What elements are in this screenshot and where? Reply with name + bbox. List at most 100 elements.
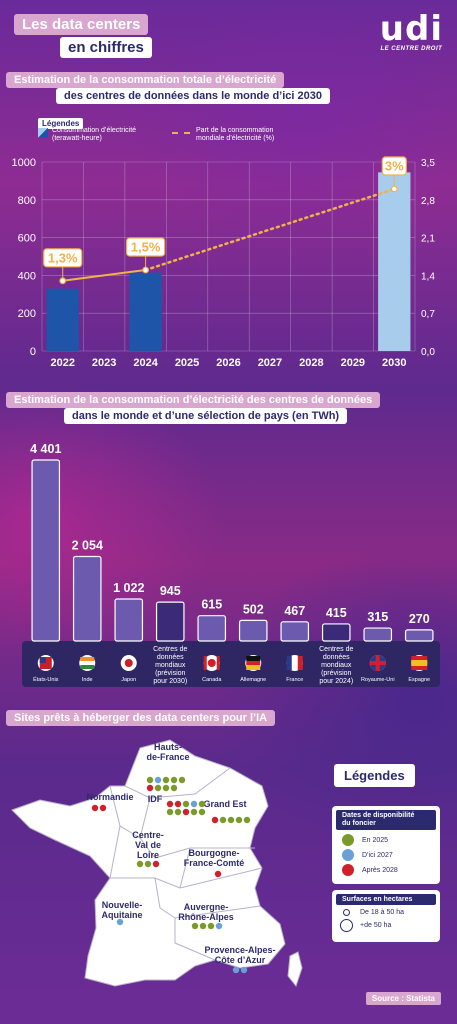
- es-flag-icon: [411, 655, 428, 671]
- country-label: Espagne: [408, 677, 430, 683]
- section1-title: Estimation de la consommation totale d’é…: [6, 70, 285, 88]
- share-point-2024: [142, 266, 150, 274]
- x-tick-label: 2027: [258, 357, 282, 369]
- country-label: Allemagne: [240, 677, 266, 683]
- category-label-line: données: [323, 654, 350, 661]
- date-legend-item: D’ici 2027: [342, 849, 430, 861]
- date-legend-item: En 2025: [342, 834, 430, 846]
- country-label: Royaume-Uni: [361, 677, 395, 683]
- site-dot: [170, 776, 178, 784]
- page-title: Les data centers: [14, 14, 149, 35]
- dates-title-line2: du foncier: [342, 820, 376, 827]
- country-label: France: [286, 677, 303, 683]
- category-label-line: Centres de: [153, 646, 187, 653]
- date-color-dot: [342, 849, 354, 861]
- share-callout-label: 1,3%: [48, 250, 78, 265]
- region-label: Centre-: [132, 830, 164, 840]
- bar-0: [31, 459, 61, 642]
- udi-logo: udi LE CENTRE DROIT: [380, 12, 443, 52]
- site-dot: [116, 918, 124, 926]
- share-line-solid: [62, 269, 146, 282]
- date-legend-item: Après 2028: [342, 864, 430, 876]
- y-tick-label: 400: [18, 270, 36, 282]
- chart1-legend-label: Légendes: [38, 118, 84, 129]
- y2-tick-label: 0,0: [421, 347, 435, 358]
- section2-title-line2: dans le monde et d’une sélection de pays…: [64, 408, 348, 424]
- y2-tick-label: 0,7: [421, 309, 435, 320]
- site-dot: [232, 966, 240, 974]
- page-title-line2-wrap: en chiffres: [60, 37, 152, 58]
- site-dot: [243, 816, 251, 824]
- chart1-legend: Légendes: [38, 113, 84, 131]
- site-dot: [198, 800, 206, 808]
- size-label-small: De 18 à 50 ha: [360, 909, 404, 916]
- bar-value-label: 315: [367, 610, 388, 624]
- chart1-svg: 1,3% 1,5% 3% 0 200 400 600 800 1000 0,0 0,7 1,4 2,1…: [12, 156, 435, 369]
- bar-2: [114, 598, 144, 642]
- share-point-2022: [59, 277, 67, 285]
- site-dot: [136, 860, 144, 868]
- source-note: Source : Statista: [365, 992, 441, 1005]
- site-dot: [182, 800, 190, 808]
- share-callout-box: [126, 237, 166, 257]
- legend-line-line1: Part de la consommation: [196, 127, 274, 134]
- chart2-svg: 4 401 États-Unis 2 054 Inde 1 022 Japon 945 Cen…: [30, 442, 434, 685]
- logo-subtitle: LE CENTRE DROIT: [380, 46, 443, 52]
- site-dot: [174, 800, 182, 808]
- country-label: Japon: [121, 677, 136, 683]
- x-tick-label: 2022: [50, 357, 74, 369]
- x-tick-label: 2028: [299, 357, 323, 369]
- site-dot: [152, 860, 160, 868]
- site-dot: [199, 922, 207, 930]
- corsica-shape: [287, 951, 303, 988]
- de-flag-black: [246, 656, 261, 661]
- region-label: France-Comté: [184, 858, 245, 868]
- bar-value-label: 4 401: [30, 442, 61, 456]
- dates-title: Dates de disponibilité du foncier: [336, 810, 436, 830]
- x-tick-label: 2026: [216, 357, 240, 369]
- section3-title: Sites prêts à héberger des data centers …: [6, 708, 276, 726]
- site-dot: [191, 922, 199, 930]
- country-label: États-Unis: [33, 676, 59, 683]
- site-dot: [227, 816, 235, 824]
- bar-2022: [46, 288, 79, 351]
- region-label: Bourgogne-: [189, 848, 240, 858]
- category-label-line: (prévision: [321, 670, 351, 677]
- legend-line-line2: mondiale d’électricité (%): [196, 135, 275, 142]
- site-dot: [178, 776, 186, 784]
- y-tick-label: 200: [18, 308, 36, 320]
- section2-subtitle-wrap: dans le monde et d’une sélection de pays…: [64, 406, 348, 424]
- map-legend-sizes: Surfaces en hectares De 18 à 50 ha +de 5…: [332, 890, 440, 942]
- region-borders: [109, 767, 263, 961]
- site-dot: [99, 804, 107, 812]
- section3-title-text: Sites prêts à héberger des data centers …: [6, 710, 276, 726]
- region-label: Rhône-Alpes: [178, 912, 234, 922]
- category-label-line: mondiaux: [155, 662, 186, 669]
- site-dot: [170, 784, 178, 792]
- uk-flag-v: [375, 655, 380, 671]
- bar-8: [363, 627, 393, 642]
- x-tick-label: 2029: [341, 357, 365, 369]
- de-flag-gold: [246, 665, 261, 670]
- bar-9: [404, 629, 434, 642]
- region-label: Auvergne-: [184, 902, 229, 912]
- bar-3: [155, 601, 185, 642]
- region-label: Aquitaine: [101, 910, 142, 920]
- bar-value-label: 502: [243, 602, 264, 616]
- country-label: Inde: [82, 677, 93, 683]
- site-dot: [146, 776, 154, 784]
- bar-5: [238, 619, 268, 642]
- y-tick-label: 0: [30, 346, 36, 358]
- bar-7: [321, 623, 351, 642]
- region-label: Grand Est: [203, 799, 246, 809]
- y-tick-label: 800: [18, 195, 36, 207]
- bar-value-label: 945: [160, 584, 181, 598]
- france-map: Hauts-de-France Normandie IDF Grand Est Cent…: [11, 739, 303, 988]
- ca-flag-icon: [203, 655, 220, 671]
- category-label-line: (prévision: [155, 670, 185, 677]
- us-flag-icon: [37, 655, 54, 671]
- site-dot: [219, 816, 227, 824]
- site-dot: [182, 808, 190, 816]
- date-color-dot: [342, 864, 354, 876]
- bar-value-label: 2 054: [72, 539, 103, 553]
